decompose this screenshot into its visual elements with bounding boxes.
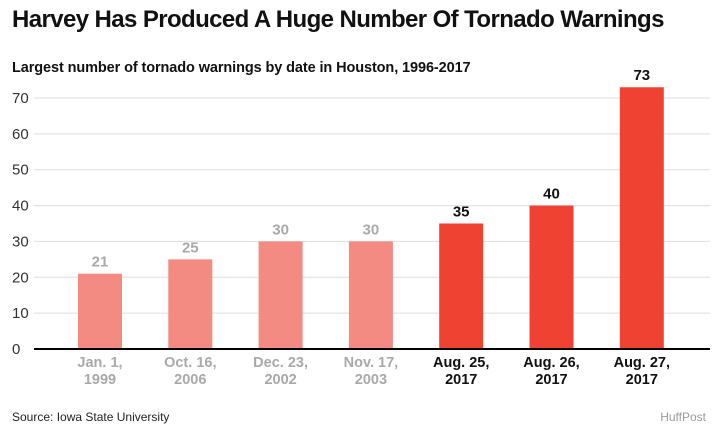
y-axis-tick-labels: 0 10 20 30 40 50 60 70 bbox=[12, 90, 29, 358]
bar bbox=[619, 87, 664, 349]
bar bbox=[439, 223, 484, 349]
bar bbox=[78, 273, 122, 349]
y-tick-label: 70 bbox=[12, 90, 29, 107]
bar-value-label: 40 bbox=[543, 186, 560, 203]
bar bbox=[529, 205, 574, 349]
bars bbox=[78, 87, 664, 349]
bar-value-label: 73 bbox=[633, 67, 650, 84]
chart-title: Harvey Has Produced A Huge Number Of Tor… bbox=[12, 6, 664, 33]
x-category-label: Nov. 17, bbox=[344, 355, 399, 371]
y-tick-label: 20 bbox=[12, 269, 29, 286]
source-note: Source: Iowa State University bbox=[12, 410, 170, 424]
bar bbox=[168, 259, 213, 349]
x-category-label: 2003 bbox=[355, 372, 387, 388]
bar-value-label: 25 bbox=[182, 239, 199, 256]
bar bbox=[348, 241, 393, 349]
x-category-label: Aug. 27, bbox=[614, 355, 670, 371]
x-category-label: Jan. 1, bbox=[77, 355, 122, 371]
bar-value-label: 30 bbox=[363, 221, 380, 238]
x-category-label: 2017 bbox=[445, 372, 477, 388]
y-tick-label: 30 bbox=[12, 233, 29, 250]
y-tick-label: 50 bbox=[12, 162, 29, 179]
x-category-label: Dec. 23, bbox=[253, 355, 308, 371]
x-category-label: 2017 bbox=[535, 372, 567, 388]
bar bbox=[258, 241, 303, 349]
y-tick-label: 0 bbox=[12, 341, 20, 358]
x-category-label: Aug. 25, bbox=[433, 355, 489, 371]
bar-value-label: 35 bbox=[453, 204, 470, 221]
x-category-label: 2006 bbox=[174, 372, 206, 388]
x-axis-category-labels: Jan. 1,1999 Oct. 16,2006 Dec. 23,2002 Nov. … bbox=[77, 355, 670, 388]
value-labels: 21 25 30 30 35 40 73 bbox=[92, 67, 650, 270]
chart-subtitle: Largest number of tornado warnings by da… bbox=[12, 60, 471, 76]
bar-value-label: 30 bbox=[272, 221, 289, 238]
x-category-label: Aug. 26, bbox=[523, 355, 579, 371]
y-tick-label: 40 bbox=[12, 198, 29, 215]
bar-value-label: 21 bbox=[92, 254, 109, 271]
publisher-credit: HuffPost bbox=[660, 410, 706, 424]
x-category-label: 1999 bbox=[84, 372, 116, 388]
y-tick-label: 10 bbox=[12, 305, 29, 322]
x-category-label: Oct. 16, bbox=[164, 355, 216, 371]
y-tick-label: 60 bbox=[12, 126, 29, 143]
x-category-label: 2017 bbox=[626, 372, 658, 388]
x-category-label: 2002 bbox=[264, 372, 296, 388]
